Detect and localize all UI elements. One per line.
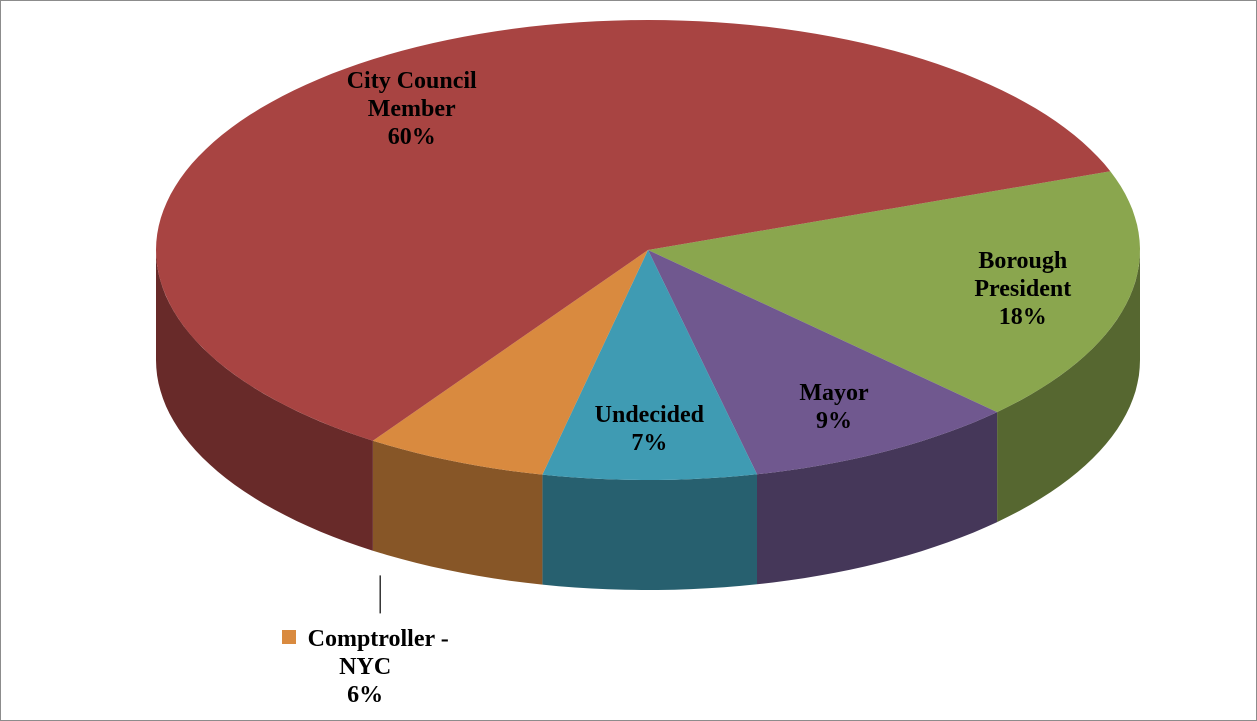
value-label: 6% — [347, 682, 384, 709]
value-label: 60% — [387, 123, 436, 150]
slice-side — [372, 440, 543, 585]
data-label: Mayor 9% — [744, 379, 924, 435]
slice-side — [997, 250, 1140, 523]
category-label: Borough President — [974, 247, 1072, 302]
category-label: City Council Member — [346, 67, 477, 122]
slice — [648, 171, 1140, 413]
value-label: 18% — [998, 303, 1047, 330]
category-label: Comptroller - NYC — [307, 626, 449, 681]
slice — [156, 20, 1111, 441]
data-label: Borough President 18% — [933, 247, 1113, 331]
data-label: Comptroller - NYC 6% — [255, 625, 475, 709]
slice-side — [156, 250, 373, 551]
category-label: Undecided — [594, 402, 704, 429]
data-label: City Council Member 60% — [322, 67, 502, 151]
data-label: Undecided 7% — [559, 401, 739, 457]
slice — [648, 250, 998, 475]
slice — [372, 250, 648, 475]
slice-side — [542, 474, 757, 590]
category-label: Mayor — [799, 379, 869, 406]
value-label: 7% — [631, 430, 668, 457]
legend-swatch — [281, 630, 296, 645]
slice-side — [757, 412, 998, 585]
slice — [542, 250, 757, 480]
value-label: 9% — [816, 407, 853, 434]
legend-row: Comptroller - NYC — [255, 625, 475, 681]
